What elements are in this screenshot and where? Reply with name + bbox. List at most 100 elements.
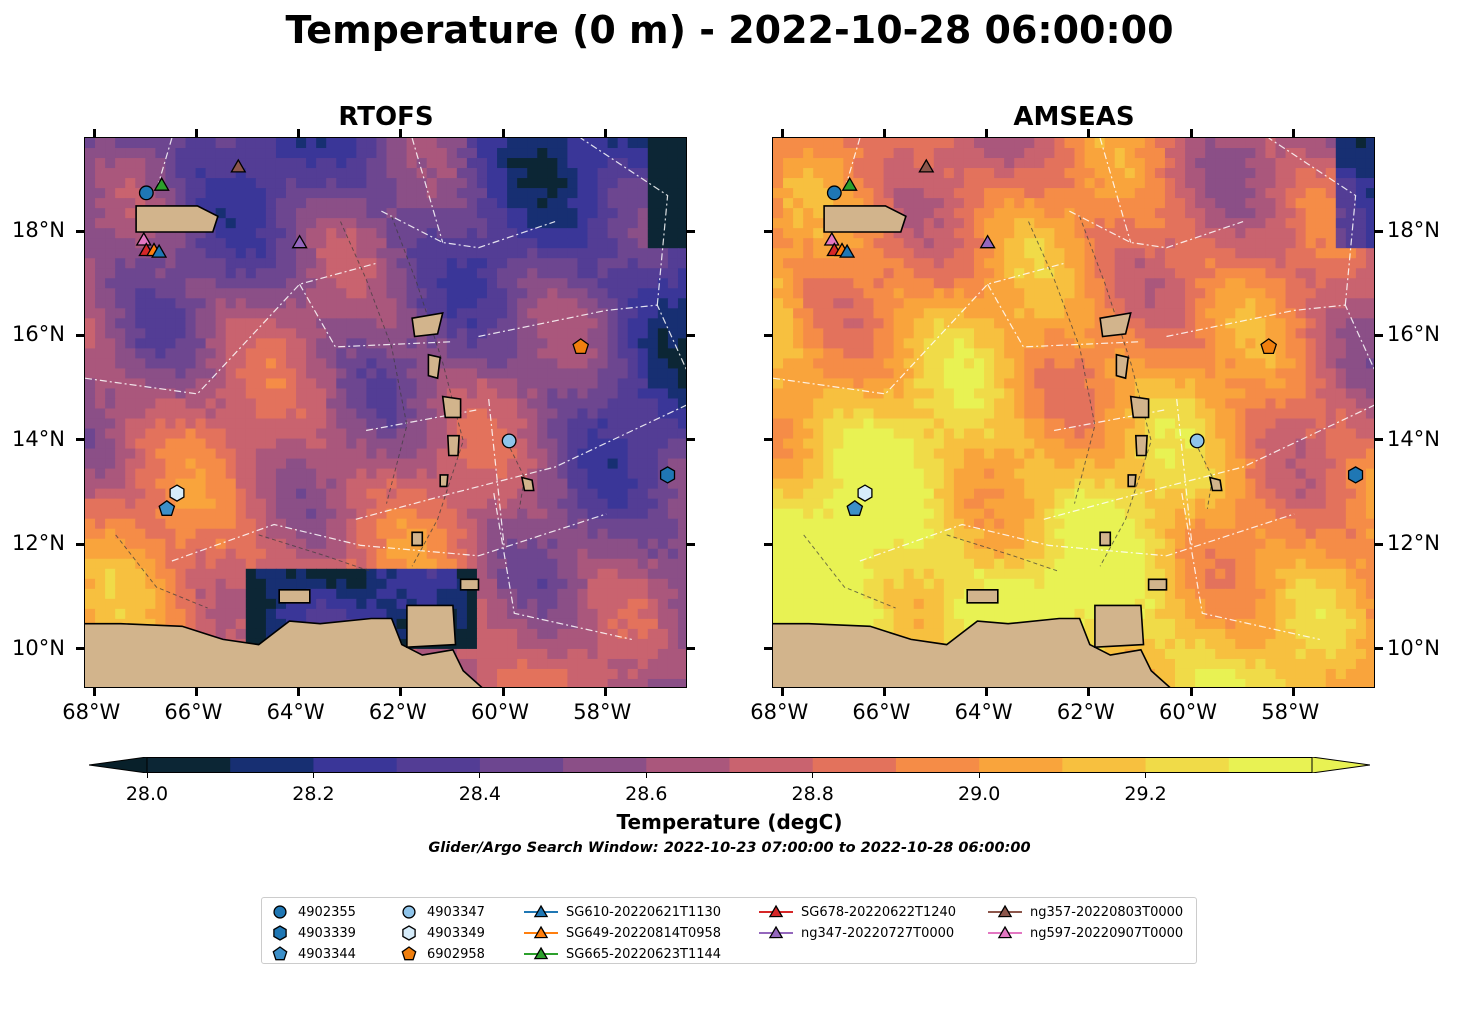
land-marg: [966, 588, 999, 604]
map-rtofs[interactable]: [84, 137, 687, 688]
legend-swatch: [402, 925, 416, 941]
y-tick-label: 18°N: [12, 218, 65, 242]
marker-4903349[interactable]: [169, 484, 185, 502]
land-barb: [1208, 476, 1223, 492]
marker-6902958[interactable]: [1260, 338, 1278, 355]
map-amseas[interactable]: [772, 137, 1375, 688]
colorbar-segment: [563, 757, 647, 773]
marker-SG665-20220623T1144[interactable]: [841, 176, 858, 191]
land-guad: [411, 312, 444, 338]
land-sa: [773, 617, 1171, 687]
legend-marker[interactable]: [402, 905, 416, 919]
x-tick-label: 58°W: [1261, 700, 1320, 724]
legend-marker[interactable]: [273, 905, 287, 919]
legend-marker[interactable]: [401, 946, 417, 961]
marker-4903347[interactable]: [1189, 433, 1205, 449]
land-gren: [1099, 531, 1112, 547]
land-tob: [459, 578, 480, 591]
x-tick-label: 68°W: [62, 700, 121, 724]
marker-4903349[interactable]: [857, 484, 873, 502]
marker-ng347-20220727T0000[interactable]: [291, 234, 308, 249]
marker-4902355[interactable]: [826, 185, 842, 201]
legend: 4902355 4903339 4903344 4903347 4903349 69029…: [261, 897, 1197, 964]
legend-label: ng347-20220727T0000: [801, 925, 955, 941]
colorbar-segment: [1228, 757, 1313, 773]
land-mart: [441, 395, 462, 419]
marker-SG610-20220621T1130[interactable]: [839, 243, 856, 258]
marker-ng357-20220803T0000[interactable]: [918, 158, 935, 173]
legend-swatch: [524, 946, 558, 960]
y-tick-label: 18°N: [1387, 218, 1440, 242]
marker-4903344[interactable]: [846, 499, 864, 516]
legend-item: ng597-20220907T0000: [988, 924, 1183, 942]
land-masses: [773, 205, 1223, 687]
marker-ng357-20220803T0000[interactable]: [230, 158, 247, 173]
marker-4903339[interactable]: [659, 466, 676, 484]
legend-label: SG665-20220623T1144: [566, 946, 722, 962]
legend-marker[interactable]: [273, 925, 287, 941]
marker-ng597-20220907T0000[interactable]: [823, 231, 840, 246]
legend-item: 6902958: [399, 945, 485, 963]
marker-ng597-20220907T0000[interactable]: [135, 231, 152, 246]
legend-marker[interactable]: [533, 925, 549, 939]
legend-marker[interactable]: [997, 904, 1013, 918]
colorbar-tick-label: 28.2: [292, 783, 335, 805]
legend-marker[interactable]: [997, 925, 1013, 939]
legend-label: 4903344: [298, 946, 356, 962]
marker-6902958[interactable]: [572, 338, 590, 355]
legend-swatch: [524, 904, 558, 918]
legend-item: 4903339: [270, 924, 356, 942]
legend-item: 4903344: [270, 945, 356, 963]
land-stl: [446, 434, 460, 457]
colorbar-tick-label: 29.2: [1124, 783, 1167, 805]
x-tick-label: 60°W: [471, 700, 530, 724]
land-sa: [85, 617, 483, 687]
marker-4902355[interactable]: [138, 185, 154, 201]
marker-SG610-20220621T1130[interactable]: [151, 243, 168, 258]
land-gren: [411, 531, 424, 547]
colorbar-segment: [1062, 757, 1147, 773]
bathymetry-contours: [803, 216, 1214, 609]
y-tick-label: 14°N: [12, 426, 65, 451]
colorbar-segment: [147, 757, 231, 773]
temperature-field: [773, 138, 1374, 687]
colorbar-title: Temperature (degC): [616, 810, 843, 834]
legend-swatch: [402, 905, 416, 919]
x-tick-label: 66°W: [164, 700, 223, 724]
land-masses: [85, 205, 535, 687]
legend-label: 4903339: [298, 925, 356, 941]
colorbar-segment: [729, 757, 814, 773]
colorbar-tick-label: 28.0: [125, 783, 169, 805]
figure-title: Temperature (0 m) - 2022-10-28 06:00:00: [285, 8, 1174, 52]
legend-marker[interactable]: [533, 946, 549, 960]
legend-item: 4903347: [399, 903, 485, 921]
legend-label: 4902355: [298, 904, 356, 920]
colorbar-tick-label: 29.0: [957, 783, 1001, 805]
marker-4903339[interactable]: [1347, 466, 1364, 484]
legend-swatch: [273, 925, 287, 941]
legend-marker[interactable]: [533, 904, 549, 918]
legend-item: SG665-20220623T1144: [524, 945, 721, 963]
legend-label: SG610-20220621T1130: [566, 904, 722, 920]
legend-marker[interactable]: [768, 925, 784, 939]
marker-4903347[interactable]: [501, 433, 517, 449]
marker-4903344[interactable]: [158, 499, 176, 516]
legend-label: SG649-20220814T0958: [566, 925, 722, 941]
land-trin: [1094, 604, 1145, 649]
legend-item: ng347-20220727T0000: [759, 924, 954, 942]
land-mart: [1129, 395, 1150, 419]
y-tick-label: 16°N: [1387, 322, 1440, 347]
legend-marker[interactable]: [272, 946, 288, 961]
colorbar-segment: [895, 757, 980, 773]
legend-label: ng597-20220907T0000: [1030, 925, 1184, 941]
land-svg: [439, 474, 449, 488]
x-tick-label: 64°W: [266, 700, 325, 724]
legend-marker[interactable]: [402, 925, 416, 941]
marker-ng347-20220727T0000[interactable]: [979, 234, 996, 249]
legend-marker[interactable]: [768, 904, 784, 918]
land-pr: [823, 205, 907, 233]
colorbar-segment: [479, 757, 564, 773]
colorbar-tick-label: 28.8: [791, 783, 834, 805]
legend-swatch: [401, 946, 417, 961]
marker-SG665-20220623T1144[interactable]: [153, 176, 170, 191]
